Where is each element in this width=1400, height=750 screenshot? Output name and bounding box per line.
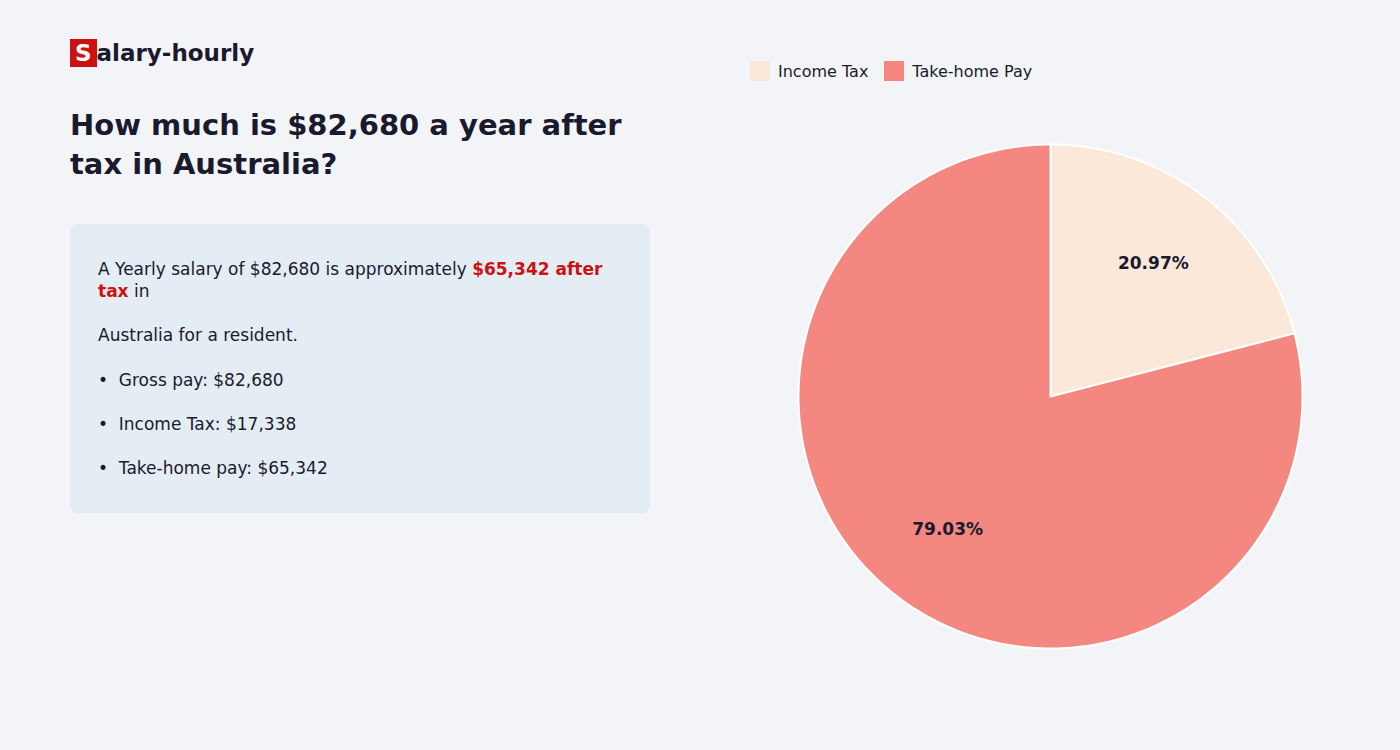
html-text:S alary-hourly: S alary-hourly [75, 40, 255, 66]
html-text:Australia for a resident.: Australia for a resident. [98, 325, 298, 346]
html-text:Take-home Pay: Take-home Pay [912, 61, 1033, 81]
html-text:A Yearly salary of $82,680 is: A Yearly salary of $82,680 is approximat… [98, 259, 609, 302]
html-text:How much is $82,680 a year aft: How much is $82,680 a year after tax in … [70, 108, 622, 182]
html-text:• Take-home pay: $65,342: • Take-home pay: $65,342 [98, 457, 328, 478]
svg-text:79.03%: 79.03% [912, 518, 983, 538]
html-text:• Gross pay: $82,680: • Gross pay: $82,680 [98, 369, 284, 390]
html-text:• Income Tax: $17,338: • Income Tax: $17,338 [98, 413, 297, 434]
html-text:Income Tax: Income Tax [778, 61, 869, 81]
svg-text:20.97%: 20.97% [1118, 253, 1189, 273]
